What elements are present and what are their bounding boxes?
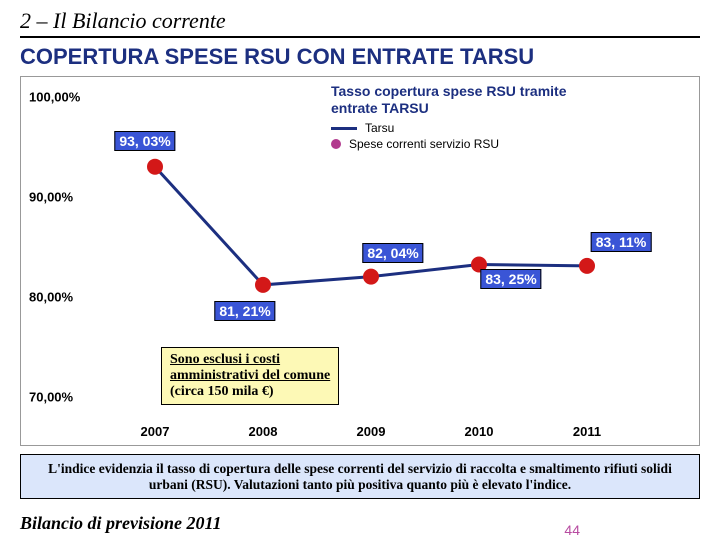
data-marker xyxy=(363,269,379,285)
data-marker xyxy=(579,258,595,274)
data-marker xyxy=(147,159,163,175)
page-number: 44 xyxy=(564,522,580,538)
data-label: 82, 04% xyxy=(362,243,423,263)
caption-box: L'indice evidenzia il tasso di copertura… xyxy=(20,454,700,499)
chart-container: Tasso copertura spese RSU tramiteentrate… xyxy=(20,76,700,446)
data-label: 83, 11% xyxy=(591,232,652,252)
data-marker xyxy=(255,277,271,293)
data-label: 81, 21% xyxy=(214,301,275,321)
series-line xyxy=(155,167,587,285)
chart-note: Sono esclusi i costiamministrativi del c… xyxy=(161,347,339,405)
data-label: 83, 25% xyxy=(480,269,541,289)
main-title: COPERTURA SPESE RSU CON ENTRATE TARSU xyxy=(20,44,700,70)
section-title: 2 – Il Bilancio corrente xyxy=(20,8,700,38)
footer-title: Bilancio di previsione 2011 xyxy=(20,513,222,534)
data-label: 93, 03% xyxy=(114,131,175,151)
